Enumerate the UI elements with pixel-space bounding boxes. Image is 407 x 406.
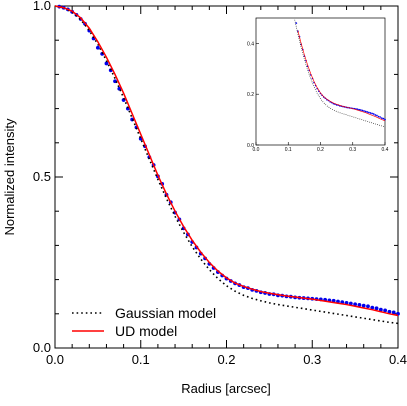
data-point bbox=[370, 305, 375, 310]
data-point bbox=[376, 114, 378, 117]
inset-x-tick-label: 0.0 bbox=[253, 147, 260, 153]
data-point bbox=[358, 108, 361, 111]
main-ticks bbox=[54, 5, 399, 349]
data-point bbox=[374, 114, 377, 116]
inset-y-tick-label: 0.2 bbox=[247, 92, 254, 98]
data-point bbox=[95, 45, 100, 50]
y-tick-label: 0.5 bbox=[33, 169, 51, 184]
data-point bbox=[364, 110, 367, 113]
main-series bbox=[54, 4, 400, 325]
data-point bbox=[363, 110, 365, 112]
data-point bbox=[378, 307, 383, 312]
data-point bbox=[368, 111, 370, 114]
inset-y-tick-label: 0.4 bbox=[247, 41, 254, 47]
data-point bbox=[366, 304, 370, 309]
data-point bbox=[383, 308, 388, 313]
legend-ud-label: UD model bbox=[115, 323, 177, 339]
x-tick-label: 0.4 bbox=[389, 352, 407, 367]
x-tick-label: 0.0 bbox=[46, 352, 64, 367]
data-point bbox=[361, 303, 366, 308]
data-point bbox=[379, 116, 382, 118]
data-point bbox=[382, 117, 385, 120]
data-point bbox=[353, 302, 358, 307]
data-point bbox=[295, 22, 298, 24]
data-point bbox=[366, 111, 369, 113]
data-point bbox=[387, 309, 392, 314]
x-axis-label: Radius [arcsec] bbox=[181, 381, 271, 396]
data-point bbox=[374, 306, 379, 311]
inset-y-tick-label: 0.0 bbox=[247, 143, 254, 149]
inset-x-tick-label: 0.4 bbox=[382, 147, 389, 153]
data-point bbox=[357, 303, 362, 307]
y-tick-label: 0.0 bbox=[33, 340, 51, 355]
data-point bbox=[356, 108, 359, 111]
inset-tick-labels: 0.0 0.1 0.2 0.3 0.4 0.0 0.2 0.4 bbox=[247, 41, 389, 153]
data-point bbox=[361, 109, 364, 112]
x-tick-label: 0.3 bbox=[303, 352, 321, 367]
data-point bbox=[377, 115, 380, 118]
data-point bbox=[384, 118, 386, 121]
x-tick-label: 0.2 bbox=[217, 352, 235, 367]
ud-model-line bbox=[54, 5, 399, 317]
legend-gaussian-label: Gaussian model bbox=[115, 305, 216, 321]
data-point bbox=[391, 310, 396, 315]
inset-frame bbox=[255, 17, 386, 146]
data-point bbox=[372, 113, 375, 115]
data-point bbox=[359, 109, 362, 111]
y-axis-label: Normalized intensity bbox=[2, 118, 17, 236]
legend: Gaussian model UD model bbox=[72, 305, 216, 339]
main-tick-labels: 0.0 0.1 0.2 0.3 0.4 0.0 0.5 1.0 bbox=[33, 0, 407, 367]
gaussian-model-line bbox=[294, 19, 386, 128]
ud-model-line bbox=[297, 30, 386, 122]
inset-x-tick-label: 0.3 bbox=[349, 147, 356, 153]
y-tick-label: 1.0 bbox=[33, 0, 51, 13]
data-point bbox=[104, 61, 109, 66]
inset-chart: 0.0 0.1 0.2 0.3 0.4 0.0 0.2 0.4 bbox=[247, 17, 389, 153]
inset-ticks bbox=[255, 43, 386, 146]
data-point bbox=[369, 112, 372, 114]
data-point bbox=[380, 117, 383, 119]
inset-x-tick-label: 0.1 bbox=[285, 147, 292, 153]
x-tick-label: 0.1 bbox=[132, 352, 150, 367]
inset-series bbox=[294, 19, 386, 128]
data-point bbox=[371, 112, 373, 115]
inset-x-tick-label: 0.2 bbox=[317, 147, 324, 153]
